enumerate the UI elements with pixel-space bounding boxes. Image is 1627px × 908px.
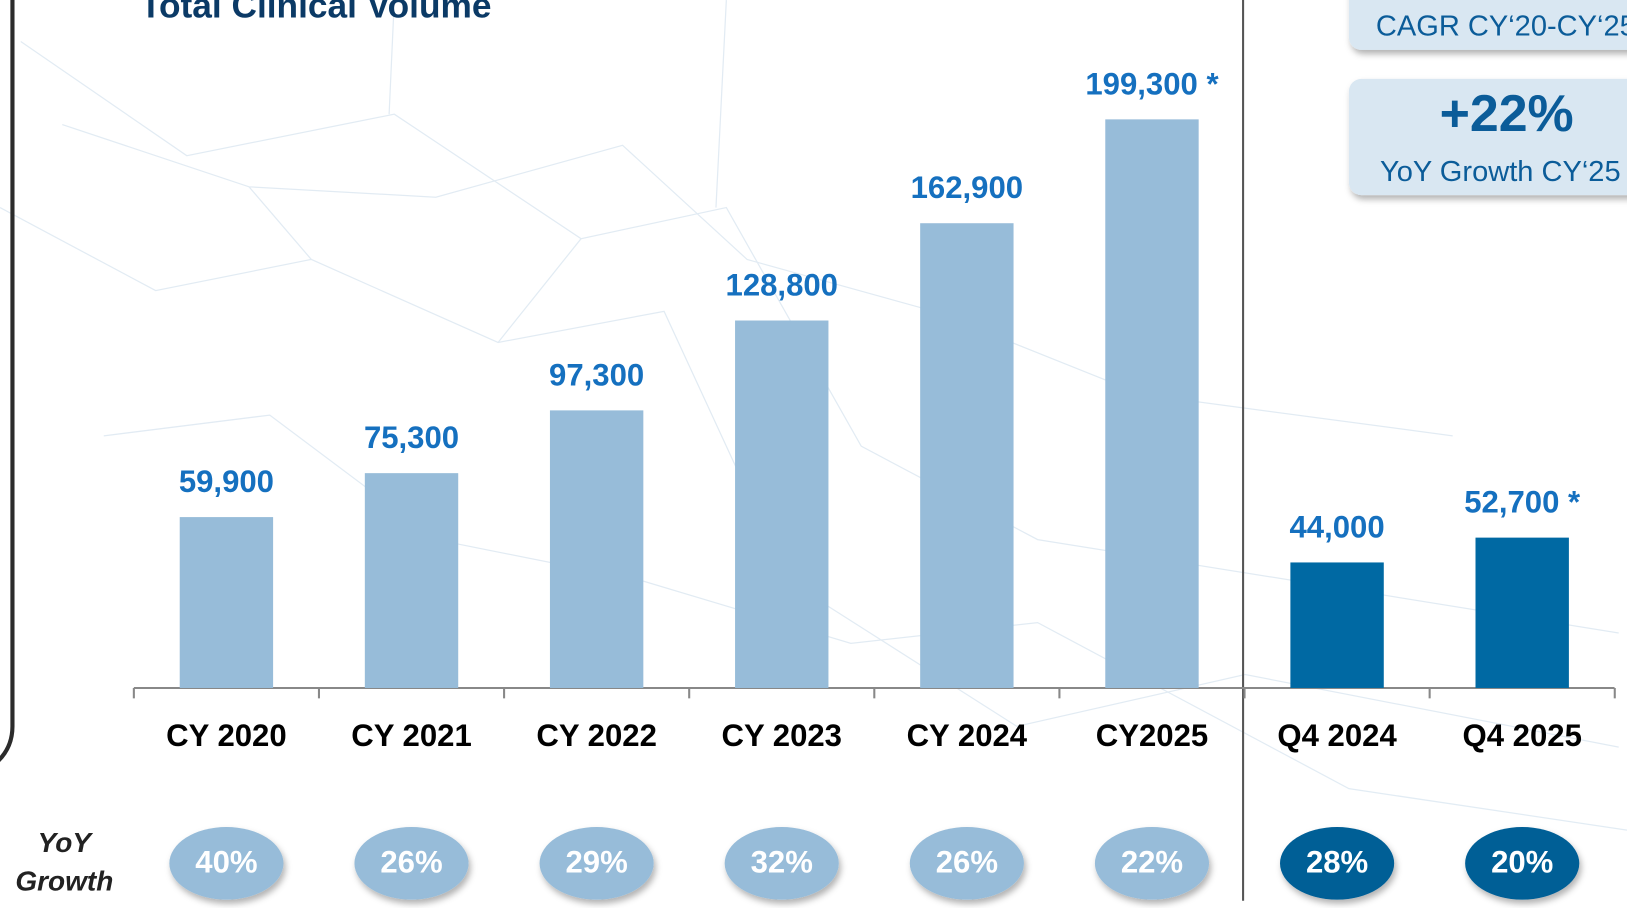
x-tick-label: CY 2020 — [166, 718, 287, 753]
x-tick-label: Q4 2024 — [1277, 718, 1397, 753]
chart-title: Total Clinical Volume — [140, 0, 491, 26]
bar — [1475, 537, 1569, 688]
x-tick-label: CY 2022 — [536, 718, 657, 753]
bar — [920, 223, 1014, 688]
growth-bubble — [724, 827, 839, 900]
growth-label: 40% — [195, 845, 257, 880]
callout-headline: +22% — [1440, 84, 1574, 142]
growth-label: 32% — [751, 845, 813, 880]
x-tick-label: CY2025 — [1096, 718, 1208, 753]
x-tick-label: CY 2021 — [351, 718, 472, 753]
growth-label: 29% — [566, 845, 628, 880]
value-label: 59,900 — [179, 464, 274, 499]
value-label: 162,900 — [911, 170, 1023, 205]
growth-bubble — [1465, 827, 1580, 900]
growth-label: 20% — [1491, 845, 1553, 880]
growth-axis-label: YoY — [38, 827, 94, 858]
growth-bubble — [909, 827, 1024, 900]
value-label: 75,300 — [364, 420, 459, 455]
value-label: 199,300 * — [1085, 66, 1219, 101]
frame-edge — [0, 0, 15, 762]
bar — [549, 410, 644, 688]
value-label: 44,000 — [1290, 509, 1385, 544]
growth-axis-label: Growth — [15, 865, 113, 896]
callout-label: CAGR CY‘20-CY‘25 — [1376, 11, 1627, 43]
growth-bubble — [1094, 827, 1210, 900]
bar — [1105, 119, 1199, 688]
background-network — [0, 0, 1627, 831]
growth-label: 26% — [380, 845, 442, 880]
bar — [179, 517, 274, 688]
bar — [735, 320, 829, 688]
x-tick-label: CY 2023 — [721, 718, 842, 753]
value-label: 52,700 * — [1464, 485, 1581, 520]
callout-label: YoY Growth CY‘25 — [1380, 156, 1621, 188]
callout-box — [1348, 78, 1627, 196]
growth-bubble — [354, 827, 469, 900]
growth-bubble — [1280, 827, 1395, 900]
x-tick-label: Q4 2025 — [1463, 718, 1582, 753]
value-label: 97,300 — [549, 357, 644, 392]
growth-label: 22% — [1121, 845, 1183, 880]
growth-bubble — [539, 827, 654, 900]
growth-label: 26% — [936, 845, 998, 880]
callout-box — [1348, 0, 1627, 50]
bar — [364, 473, 459, 688]
value-label: 128,800 — [726, 268, 838, 303]
growth-bubble — [169, 827, 284, 900]
x-tick-label: CY 2024 — [907, 718, 1028, 753]
growth-label: 28% — [1306, 845, 1368, 880]
bar — [1290, 562, 1384, 688]
